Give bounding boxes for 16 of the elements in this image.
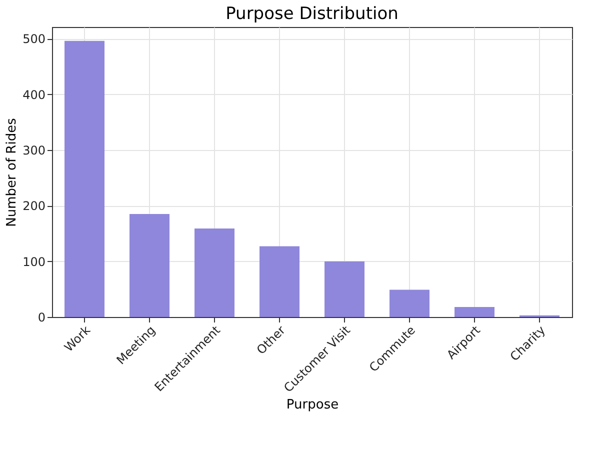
x-axis-title: Purpose [286,397,339,412]
y-tick-label: 500 [22,32,46,46]
chart-title: Purpose Distribution [226,4,398,24]
bar [390,290,430,317]
y-tick-label: 100 [22,254,46,269]
y-tick-label: 0 [38,310,46,324]
y-tick-label: 300 [22,144,46,158]
bar [130,214,170,317]
y-tick-label: 200 [22,199,46,214]
bar [324,261,364,317]
bar [260,246,300,317]
y-axis-title: Number of Rides [4,118,20,227]
bar [454,306,494,317]
bar [64,40,104,317]
bar [194,228,234,317]
y-tick-label: 400 [22,88,46,102]
